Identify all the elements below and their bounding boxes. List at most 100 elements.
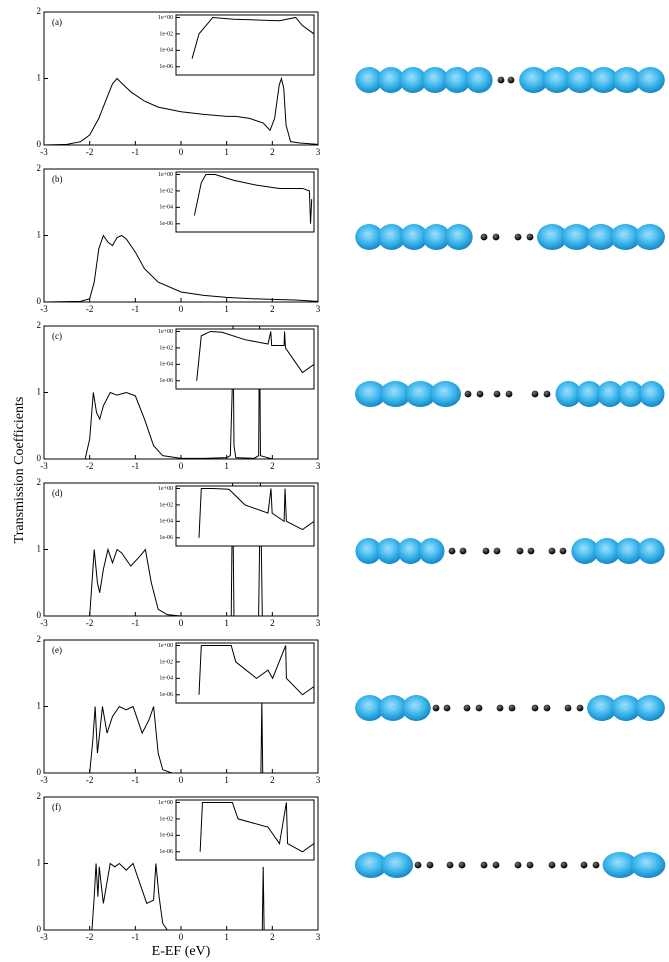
x-tick-label: 1 [224, 775, 229, 785]
atom-core [388, 77, 394, 83]
atom-core [443, 391, 448, 397]
x-axis-title: E-EF (eV) [152, 944, 211, 959]
panel-label: (c) [52, 331, 62, 341]
atom-core [648, 548, 654, 554]
panel-label: (a) [52, 17, 62, 27]
plot-frame [175, 171, 315, 233]
x-tick-label: 2 [270, 304, 275, 314]
atom-core [366, 77, 372, 83]
atom-core [647, 234, 652, 240]
atom-core [607, 391, 613, 397]
carbon-atom [463, 704, 471, 712]
atom-core [387, 548, 392, 554]
y-tick-label: 1e-02 [159, 188, 173, 194]
carbon-atom [508, 704, 516, 712]
y-tick-label: 1e+00 [158, 329, 173, 335]
carbon-atom [459, 547, 467, 555]
atom-core [418, 391, 423, 397]
x-tick-label: 0 [179, 932, 184, 942]
atom-core [394, 862, 400, 868]
carbon-atom [543, 390, 551, 398]
x-tick-label: 1 [224, 618, 229, 628]
y-tick-label: 1e-06 [159, 535, 173, 541]
carbon-atom [492, 233, 500, 241]
carbon-atom [559, 547, 567, 555]
atom-core [414, 705, 419, 711]
carbon-atom [426, 861, 434, 869]
x-tick-label: -2 [86, 775, 94, 785]
y-tick-label: 1e-06 [159, 221, 173, 227]
atom-core [368, 862, 374, 868]
atom-core [578, 77, 583, 83]
x-tick-label: -3 [40, 304, 48, 314]
atom-core [647, 705, 653, 711]
carbon-atom [548, 861, 556, 869]
x-tick-label: -1 [132, 147, 140, 157]
atom-core [626, 548, 632, 554]
x-tick-label: 2 [270, 618, 275, 628]
x-tick-label: -1 [132, 932, 140, 942]
y-tick-label: 1e-02 [159, 816, 173, 822]
y-tick-label: 0 [37, 453, 42, 463]
carbon-atom [505, 390, 513, 398]
x-tick-label: 0 [179, 775, 184, 785]
atom-core [623, 705, 629, 711]
y-tick-label: 1e-06 [159, 692, 173, 698]
carbon-atom [475, 704, 483, 712]
carbon-atom [531, 704, 539, 712]
x-tick-label: -1 [132, 775, 140, 785]
x-tick-label: -3 [40, 932, 48, 942]
y-tick-label: 1e-06 [159, 378, 173, 384]
x-tick-label: 0 [179, 618, 184, 628]
atom-core [456, 234, 461, 240]
y-tick-label: 0 [37, 767, 42, 777]
x-tick-label: -1 [132, 304, 140, 314]
carbon-atom [480, 233, 488, 241]
y-tick-label: 1e+00 [158, 172, 173, 178]
atom-core [390, 705, 396, 711]
plot-frame [175, 14, 315, 76]
atom-core [645, 862, 651, 868]
carbon-atom [560, 861, 568, 869]
x-tick-label: 3 [316, 147, 321, 157]
atom-core [623, 234, 628, 240]
y-tick-label: 2 [37, 791, 42, 801]
atom-core [367, 234, 372, 240]
y-tick-label: 2 [37, 634, 42, 644]
x-tick-label: -2 [86, 618, 94, 628]
carbon-atom [531, 390, 539, 398]
x-tick-label: 1 [224, 147, 229, 157]
carbon-atom [576, 704, 584, 712]
y-tick-label: 1e-04 [159, 362, 173, 368]
atom-core [554, 77, 560, 83]
carbon-atom [493, 390, 501, 398]
atom-core [454, 77, 460, 83]
panel-label: (d) [52, 488, 63, 498]
x-tick-label: -1 [132, 618, 140, 628]
carbon-atom [543, 704, 551, 712]
carbon-atom [493, 547, 501, 555]
y-tick-label: 1e-04 [159, 519, 173, 525]
y-tick-label: 0 [37, 296, 42, 306]
x-tick-label: -3 [40, 147, 48, 157]
carbon-atom [458, 861, 466, 869]
transmission-line [199, 801, 314, 853]
transmission-line [44, 234, 318, 302]
atom-core [648, 77, 653, 83]
x-tick-label: 2 [270, 147, 275, 157]
y-tick-label: 1e-04 [159, 48, 173, 54]
x-tick-label: -2 [86, 932, 94, 942]
atom-core [601, 77, 606, 83]
x-tick-label: -2 [86, 461, 94, 471]
atom-core [366, 548, 371, 554]
carbon-atom [496, 704, 504, 712]
y-tick-label: 1 [37, 73, 42, 83]
atom-core [598, 234, 604, 240]
plot-frame [175, 642, 315, 704]
y-tick-label: 0 [37, 924, 42, 934]
carbon-atom [526, 861, 534, 869]
carbon-atom [480, 861, 488, 869]
carbon-atom [514, 861, 522, 869]
carbon-atom [492, 861, 500, 869]
y-tick-label: 1e-04 [159, 205, 173, 211]
